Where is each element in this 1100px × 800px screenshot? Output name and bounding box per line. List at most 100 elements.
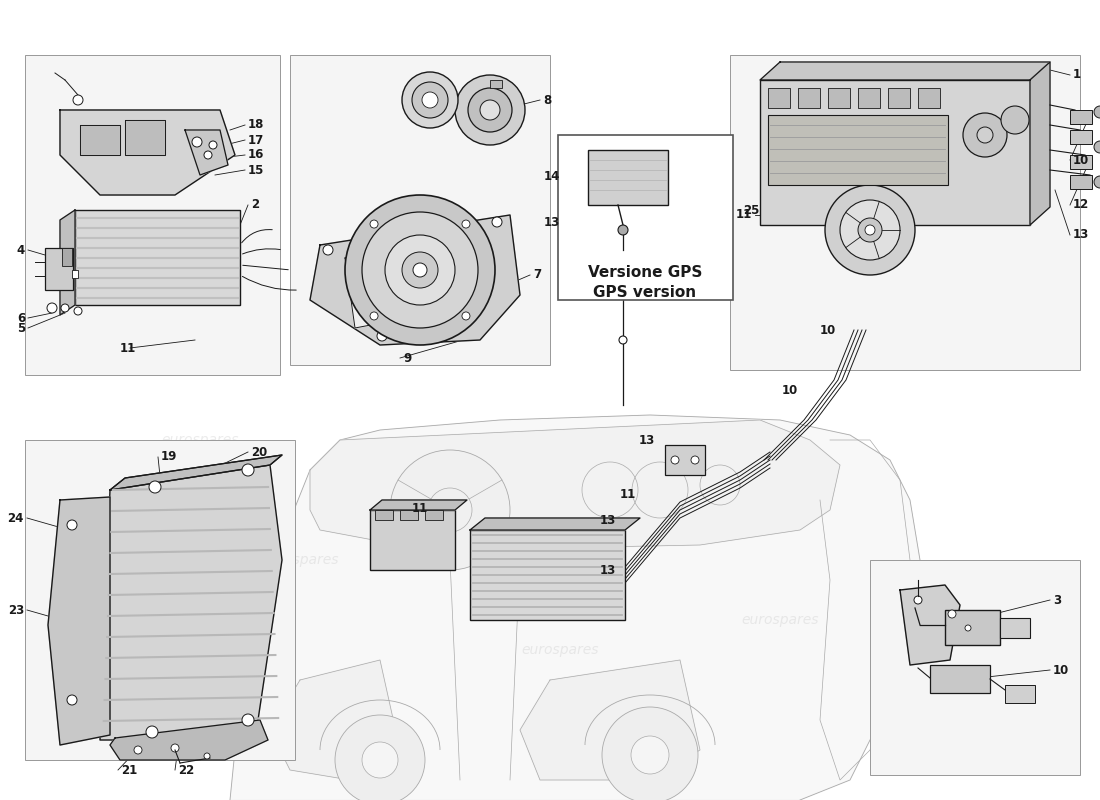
Text: 12: 12 (1072, 198, 1089, 211)
Polygon shape (110, 720, 268, 760)
Text: 8: 8 (543, 94, 551, 106)
Text: 10: 10 (1072, 154, 1089, 166)
Circle shape (1094, 141, 1100, 153)
Circle shape (422, 92, 438, 108)
Circle shape (965, 625, 971, 631)
Bar (470, 530, 625, 620)
Text: 25: 25 (742, 203, 759, 217)
Polygon shape (100, 465, 282, 740)
Text: 13: 13 (543, 217, 560, 230)
Bar (1000, 618, 1030, 638)
Text: 13: 13 (600, 514, 616, 526)
Text: 14: 14 (543, 170, 560, 183)
Text: 10: 10 (782, 383, 799, 397)
Polygon shape (60, 110, 235, 195)
Text: 15: 15 (248, 163, 264, 177)
Polygon shape (185, 130, 228, 175)
Circle shape (242, 714, 254, 726)
Bar (370, 510, 455, 570)
Text: 23: 23 (8, 603, 24, 617)
Text: eurospares: eurospares (521, 643, 598, 657)
Text: 9: 9 (403, 351, 411, 365)
Circle shape (385, 235, 455, 305)
Text: 24: 24 (8, 511, 24, 525)
Circle shape (74, 307, 82, 315)
Circle shape (204, 753, 210, 759)
Polygon shape (345, 230, 480, 328)
Circle shape (825, 185, 915, 275)
Polygon shape (48, 497, 110, 745)
Circle shape (840, 200, 900, 260)
Circle shape (362, 212, 478, 328)
Polygon shape (310, 420, 840, 548)
Bar (828, 88, 850, 108)
Bar (558, 135, 733, 300)
Circle shape (402, 252, 438, 288)
Bar (1070, 110, 1092, 124)
Circle shape (412, 82, 448, 118)
Circle shape (412, 263, 427, 277)
Text: 10: 10 (1053, 663, 1069, 677)
Circle shape (209, 141, 217, 149)
Text: 11: 11 (412, 502, 428, 514)
Circle shape (480, 100, 501, 120)
Bar (730, 55, 1080, 370)
Bar (25, 440, 295, 760)
Circle shape (170, 744, 179, 752)
Polygon shape (110, 455, 282, 490)
Text: 16: 16 (248, 149, 264, 162)
Bar (588, 150, 668, 205)
Circle shape (67, 520, 77, 530)
Bar (1070, 130, 1092, 144)
Text: 13: 13 (639, 434, 654, 446)
Circle shape (914, 596, 922, 604)
Bar (25, 55, 280, 375)
Circle shape (602, 707, 698, 800)
Bar (798, 88, 820, 108)
Bar (45, 248, 73, 290)
Circle shape (631, 736, 669, 774)
Bar (888, 88, 910, 108)
Text: 5: 5 (16, 322, 25, 334)
Text: 11: 11 (120, 342, 136, 354)
Text: 19: 19 (161, 450, 177, 463)
Polygon shape (310, 215, 520, 345)
Text: 1: 1 (1072, 69, 1081, 82)
Text: eurospares: eurospares (162, 433, 239, 447)
Polygon shape (125, 120, 165, 155)
Text: Versione GPS
GPS version: Versione GPS GPS version (587, 265, 702, 300)
Bar (768, 115, 948, 185)
Circle shape (462, 220, 470, 228)
Circle shape (1001, 106, 1028, 134)
Text: 13: 13 (600, 563, 616, 577)
Bar (930, 665, 990, 693)
Bar (75, 210, 240, 305)
Circle shape (377, 331, 387, 341)
Polygon shape (60, 210, 75, 315)
Text: 6: 6 (16, 311, 25, 325)
Text: 11: 11 (620, 489, 636, 502)
Circle shape (390, 450, 510, 570)
Bar (62, 248, 72, 266)
Text: eurospares: eurospares (741, 613, 818, 627)
Text: 11: 11 (736, 209, 752, 222)
Text: 3: 3 (1053, 594, 1062, 606)
Bar (290, 55, 550, 365)
Bar (858, 88, 880, 108)
Circle shape (345, 195, 495, 345)
Bar (870, 560, 1080, 775)
Text: 2: 2 (251, 198, 260, 211)
Circle shape (192, 137, 202, 147)
Circle shape (619, 336, 627, 344)
Circle shape (73, 95, 82, 105)
Circle shape (428, 488, 472, 532)
Text: 22: 22 (178, 763, 195, 777)
Circle shape (858, 218, 882, 242)
Bar (760, 80, 1030, 225)
Text: 10: 10 (820, 323, 836, 337)
Circle shape (370, 312, 378, 320)
Bar (945, 610, 1000, 645)
Circle shape (362, 742, 398, 778)
Circle shape (1094, 176, 1100, 188)
Circle shape (402, 72, 458, 128)
